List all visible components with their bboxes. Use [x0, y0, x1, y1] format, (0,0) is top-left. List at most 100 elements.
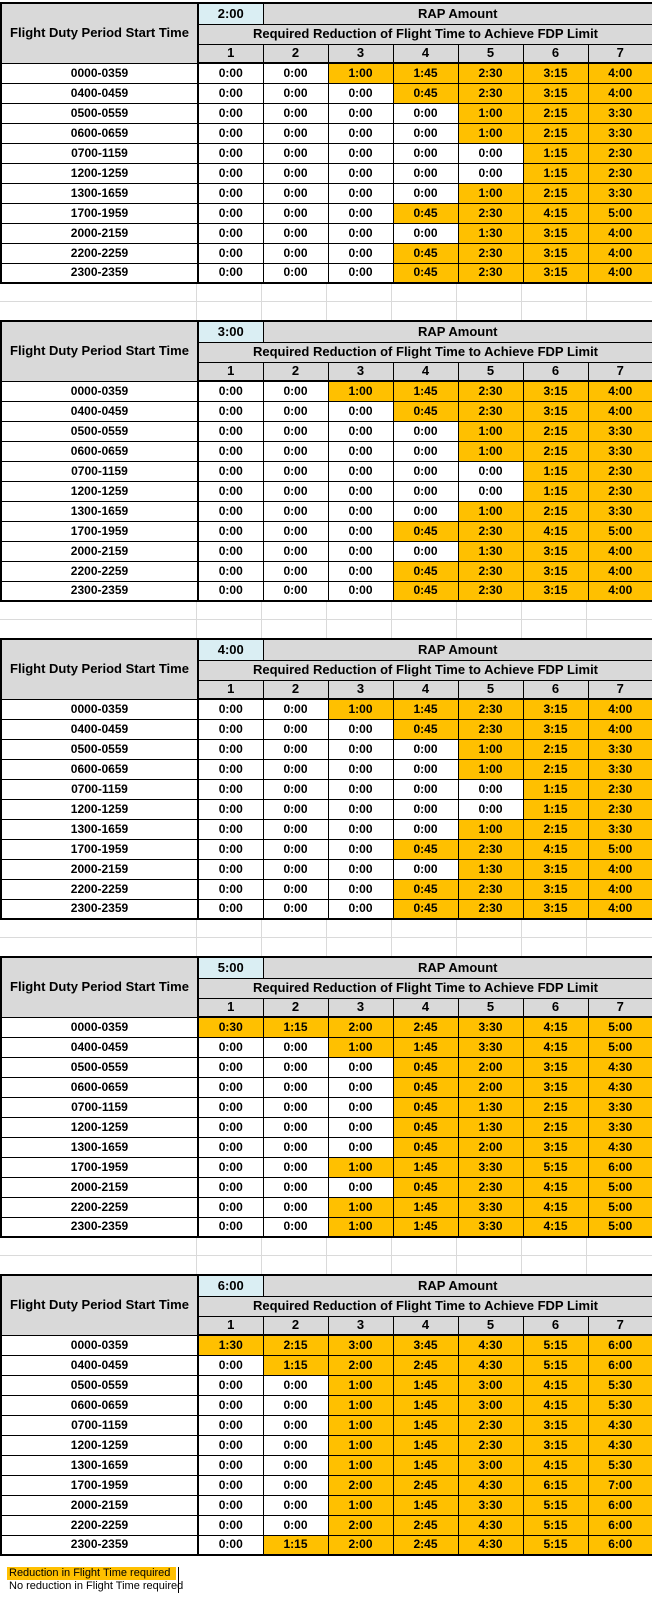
reduction-value-cell: 1:00	[327, 1374, 394, 1396]
reduction-value-cell: 4:30	[587, 1434, 652, 1456]
fdp-limit-column-header: 6	[522, 997, 589, 1018]
reduction-value-cell: 1:00	[327, 1454, 394, 1476]
reduction-value-cell: 2:30	[457, 698, 524, 720]
reduction-value-cell: 2:15	[522, 440, 589, 462]
reduction-value-cell: 0:00	[262, 242, 329, 264]
empty-gridline-cell	[457, 620, 522, 638]
table-row: 0500-0559 0:00 0:00 0:00 0:00 1:00 2:15 3:30	[0, 102, 652, 124]
empty-gridline-cell	[327, 1256, 392, 1274]
table-row: 1200-1259 0:00 0:00 0:00 0:45 1:30 2:15 3:30	[0, 1116, 652, 1138]
reduction-value-cell: 3:15	[522, 1056, 589, 1078]
reduction-value-cell: 4:30	[457, 1334, 524, 1356]
table-row: 0700-1159 0:00 0:00 0:00 0:45 1:30 2:15 3:30	[0, 1096, 652, 1118]
reduction-value-cell: 0:00	[197, 1474, 264, 1496]
table-row: 1300-1659 0:00 0:00 0:00 0:00 1:00 2:15 3:30	[0, 818, 652, 840]
start-time-cell: 2300-2359	[0, 262, 199, 284]
start-time-cell: 1700-1959	[0, 202, 199, 224]
reduction-value-cell: 0:00	[327, 838, 394, 860]
empty-gridline-cell	[197, 620, 262, 638]
reduction-value-cell: 0:45	[392, 838, 459, 860]
reduction-value-cell: 0:00	[197, 460, 264, 482]
reduction-value-cell: 1:45	[392, 380, 459, 402]
reduction-value-cell: 0:00	[392, 540, 459, 562]
reduction-value-cell: 3:15	[522, 1414, 589, 1436]
rap-table-2-00: Flight Duty Period Start Time 2:00 RAP Amo…	[0, 2, 652, 284]
reduction-value-cell: 3:15	[522, 262, 589, 284]
reduction-value-cell: 1:45	[392, 1414, 459, 1436]
table-row: 1300-1659 0:00 0:00 0:00 0:00 1:00 2:15 3:30	[0, 182, 652, 204]
reduction-value-cell: 4:00	[587, 718, 652, 740]
reduction-value-cell: 0:00	[197, 1216, 264, 1238]
reduction-value-cell: 0:45	[392, 202, 459, 224]
table-row: 0000-0359 0:00 0:00 1:00 1:45 2:30 3:15 4:00	[0, 62, 652, 84]
reduction-value-cell: 0:00	[197, 222, 264, 244]
fdp-limit-column-header: 1	[197, 997, 264, 1018]
reduction-value-cell: 0:00	[327, 1056, 394, 1078]
legend: Reduction in Flight Time required No red…	[7, 1567, 183, 1593]
reduction-value-cell: 0:00	[327, 480, 394, 502]
table-row: 0000-0359 0:00 0:00 1:00 1:45 2:30 3:15 4:00	[0, 380, 652, 402]
reduction-value-cell: 0:00	[327, 82, 394, 104]
empty-gridline-cell	[457, 602, 522, 620]
reduction-value-cell: 2:15	[522, 818, 589, 840]
start-time-cell: 0400-0459	[0, 718, 199, 740]
empty-gridline-cell	[327, 620, 392, 638]
reduction-value-cell: 2:00	[327, 1016, 394, 1038]
reduction-value-cell: 1:15	[522, 460, 589, 482]
reduction-value-cell: 0:00	[262, 878, 329, 900]
reduction-value-cell: 0:00	[262, 1394, 329, 1416]
reduction-value-cell: 0:00	[327, 202, 394, 224]
reduction-value-cell: 0:00	[197, 1056, 264, 1078]
start-time-cell: 2200-2259	[0, 1514, 199, 1536]
reduction-value-cell: 0:00	[327, 242, 394, 264]
reduction-value-cell: 0:45	[392, 1116, 459, 1138]
reduction-value-cell: 0:00	[262, 1514, 329, 1536]
reduction-value-cell: 5:00	[587, 1216, 652, 1238]
reduction-value-cell: 4:00	[587, 898, 652, 920]
reduction-value-cell: 3:30	[587, 102, 652, 124]
reduction-value-cell: 0:00	[457, 460, 524, 482]
fdp-limit-column-header: 4	[392, 997, 459, 1018]
reduction-value-cell: 3:15	[522, 1136, 589, 1158]
reduction-value-cell: 2:15	[522, 1116, 589, 1138]
reduction-value-cell: 0:00	[327, 878, 394, 900]
reduction-value-cell: 0:00	[197, 898, 264, 920]
table-row: 0500-0559 0:00 0:00 0:00 0:00 1:00 2:15 3:30	[0, 738, 652, 760]
empty-gridline-cell	[392, 1256, 457, 1274]
reduction-value-cell: 1:00	[457, 122, 524, 144]
empty-gridline-cell	[457, 1238, 522, 1256]
reduction-value-cell: 0:00	[392, 102, 459, 124]
empty-gridline-cell	[392, 920, 457, 938]
reduction-value-cell: 3:15	[522, 858, 589, 880]
reduction-value-cell: 0:00	[392, 162, 459, 184]
empty-gridline-cell	[0, 620, 197, 638]
reduction-value-cell: 0:00	[327, 560, 394, 582]
reduction-value-cell: 0:00	[262, 202, 329, 224]
start-time-cell: 2200-2259	[0, 242, 199, 264]
reduction-value-cell: 0:00	[327, 738, 394, 760]
reduction-value-cell: 0:00	[457, 798, 524, 820]
empty-gridline-cell	[0, 602, 197, 620]
reduction-value-cell: 3:30	[457, 1494, 524, 1516]
fdp-start-time-header-cell: Flight Duty Period Start Time	[0, 638, 199, 700]
table-row: 0700-1159 0:00 0:00 0:00 0:00 0:00 1:15 2:30	[0, 142, 652, 164]
reduction-value-cell: 3:15	[522, 1434, 589, 1456]
reduction-value-cell: 3:15	[522, 878, 589, 900]
reduction-value-cell: 4:00	[587, 698, 652, 720]
table-row: 1700-1959 0:00 0:00 0:00 0:45 2:30 4:15 5:00	[0, 520, 652, 542]
reduction-value-cell: 5:15	[522, 1334, 589, 1356]
empty-gridline-cell	[457, 284, 522, 302]
reduction-value-cell: 6:00	[587, 1334, 652, 1356]
start-time-cell: 0600-0659	[0, 1394, 199, 1416]
table-row: 0500-0559 0:00 0:00 0:00 0:45 2:00 3:15 4:30	[0, 1056, 652, 1078]
reduction-value-cell: 0:00	[197, 718, 264, 740]
start-time-cell: 1300-1659	[0, 1454, 199, 1476]
empty-gridline-cell	[0, 1238, 197, 1256]
reduction-value-cell: 0:00	[197, 1414, 264, 1436]
reduction-value-cell: 4:00	[587, 380, 652, 402]
reduction-value-cell: 3:30	[457, 1196, 524, 1218]
reduction-value-cell: 3:30	[587, 182, 652, 204]
empty-gridline-cell	[587, 302, 652, 320]
reduction-value-cell: 1:00	[327, 1394, 394, 1416]
